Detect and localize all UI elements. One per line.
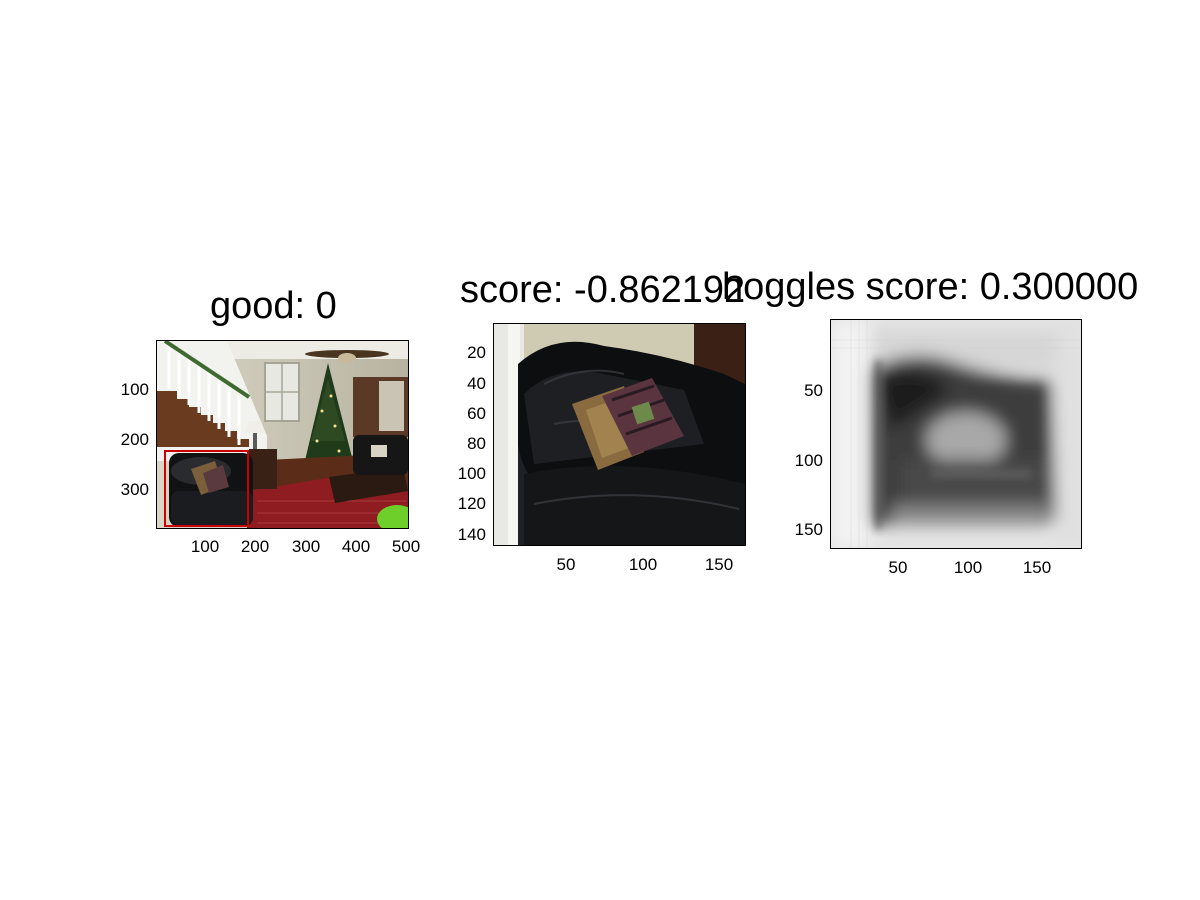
panel-2-xtick-label: 150 [704, 555, 734, 574]
panel-3-xtick-label: 100 [953, 558, 983, 577]
panel-3-axes [830, 319, 1082, 549]
panel-2-title: score: -0.862192 [460, 269, 746, 311]
panel-2-ytick-label: 20 [467, 343, 486, 362]
panel-3-ytick-label: 100 [794, 451, 823, 470]
detection-box [164, 450, 249, 527]
panel-2-ytick-label: 100 [457, 464, 486, 483]
panel-2-xtick-label: 100 [628, 555, 658, 574]
panel-1-title: good: 0 [210, 285, 337, 327]
crop-image [494, 324, 745, 545]
panel-3-xtick-label: 150 [1022, 558, 1052, 577]
panel-1-axes [156, 340, 409, 529]
panel-3-title: hoggles score: 0.300000 [722, 266, 1139, 308]
panel-2-ytick-label: 140 [457, 525, 486, 544]
panel-2-axes [493, 323, 746, 546]
panel-1-xtick-label: 200 [240, 537, 270, 556]
panel-1-ytick-label: 300 [120, 480, 149, 499]
panel-3-xtick-label: 50 [888, 558, 908, 577]
panel-1-xtick-label: 100 [190, 537, 220, 556]
panel-2-ytick-label: 60 [467, 404, 486, 423]
panel-1-xtick-label: 300 [291, 537, 321, 556]
panel-1-ytick-label: 100 [120, 380, 149, 399]
panel-3-ytick-label: 150 [794, 520, 823, 539]
panel-2-ytick-label: 40 [467, 374, 486, 393]
scene-image [157, 341, 408, 528]
panel-2-ytick-label: 80 [467, 434, 486, 453]
panel-1-xtick-label: 500 [391, 537, 421, 556]
panel-3-ytick-label: 50 [804, 381, 823, 400]
panel-1-xtick-label: 400 [341, 537, 371, 556]
hoggles-image [831, 320, 1081, 548]
panel-1-ytick-label: 200 [120, 430, 149, 449]
panel-2-ytick-label: 120 [457, 494, 486, 513]
panel-2-xtick-label: 50 [556, 555, 576, 574]
